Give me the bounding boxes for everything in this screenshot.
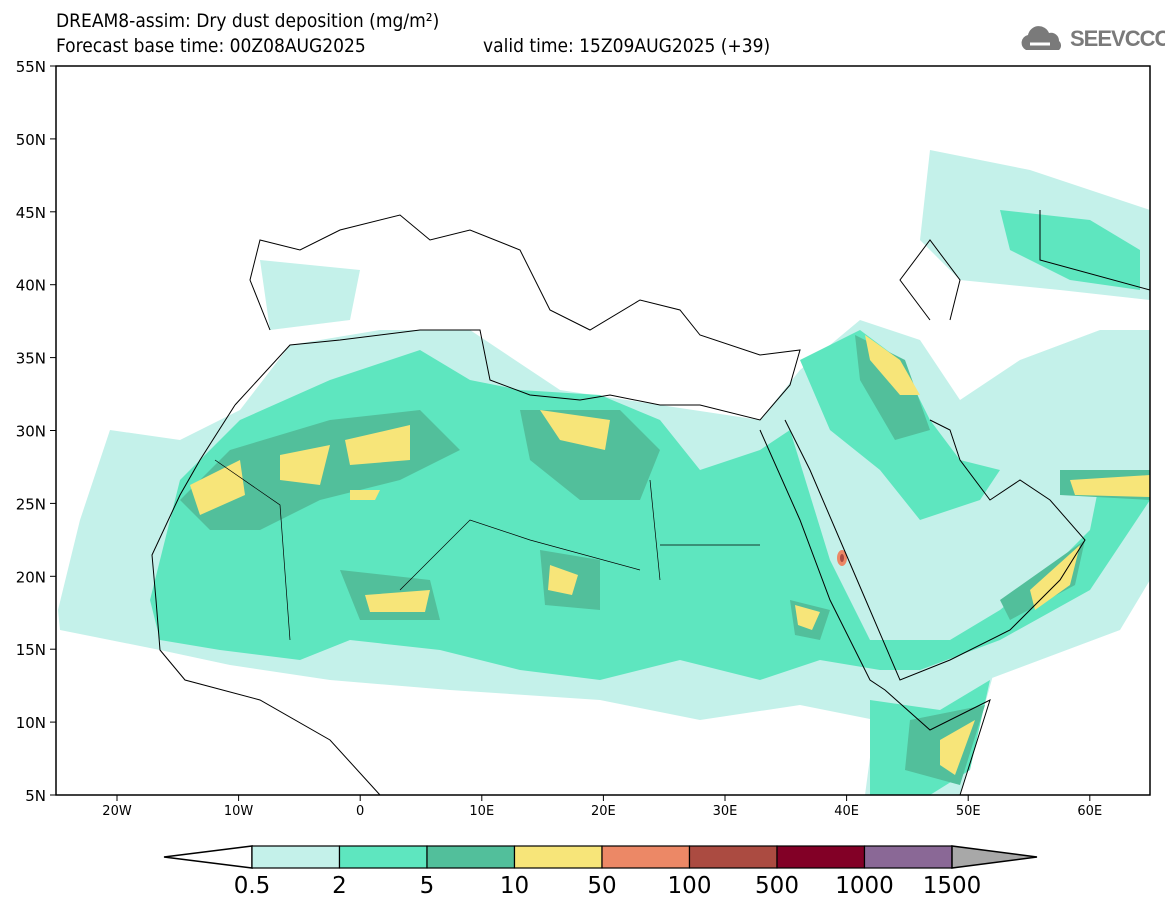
legend-swatch (776, 845, 866, 869)
lon-label: 20W (102, 804, 132, 819)
coastlines-borders (151, 210, 1151, 796)
legend-swatch (426, 845, 516, 869)
lat-label: 45N (16, 204, 46, 222)
lat-label: 35N (16, 350, 46, 368)
lat-label: 20N (16, 568, 46, 586)
color-legend: 0.5 2 5 10 50 100 500 1000 1500 (163, 845, 1038, 899)
lat-label: 50N (16, 131, 46, 149)
legend-label: 10 (500, 873, 529, 899)
legend-swatch (863, 845, 953, 869)
lon-label: 60E (1077, 804, 1102, 819)
lat-label: 10N (16, 714, 46, 732)
legend-label: 0.5 (234, 873, 271, 899)
legend-label: 2 (332, 873, 347, 899)
legend-swatch (513, 845, 603, 869)
lon-label: 30E (713, 804, 738, 819)
cloud-icon (1021, 26, 1062, 50)
dust-field (58, 150, 1150, 795)
map-title: DREAM8-assim: Dry dust deposition (mg/m²… (56, 10, 440, 32)
lat-label: 40N (16, 277, 46, 295)
lat-label: 15N (16, 641, 46, 659)
contour-5-10 (180, 335, 1150, 785)
legend-label: 1500 (923, 873, 982, 899)
legend-over-arrow (951, 845, 1038, 869)
lon-label: 50E (956, 804, 981, 819)
legend-label: 100 (668, 873, 712, 899)
lon-label: 0 (356, 804, 364, 819)
legend-label: 500 (755, 873, 799, 899)
lat-label: 55N (16, 58, 46, 76)
legend-swatch (688, 845, 778, 869)
legend-label: 5 (420, 873, 435, 899)
lat-label: 5N (25, 787, 46, 805)
contour-100-500 (840, 554, 844, 562)
contour-2-5 (150, 210, 1150, 795)
lon-label: 20E (591, 804, 616, 819)
legend-swatch (601, 845, 691, 869)
valid-time: valid time: 15Z09AUG2025 (+39) (483, 35, 771, 57)
logo-text: SEEVCCC (1070, 26, 1165, 51)
lat-label: 25N (16, 495, 46, 513)
lon-label: 10W (224, 804, 254, 819)
seevccc-logo: SEEVCCC (1018, 26, 1165, 52)
longitude-axis: 20W 10W 0 10E 20E 30E 40E 50E 60E (102, 795, 1102, 819)
lat-label: 30N (16, 423, 46, 441)
legend-swatch (338, 845, 428, 869)
lon-label: 10E (469, 804, 494, 819)
legend-under-arrow (163, 845, 253, 869)
latitude-axis: 55N 50N 45N 40N 35N 30N 25N 20N 15N 10N 5N (16, 58, 56, 805)
legend-label: 1000 (835, 873, 894, 899)
legend-label: 50 (587, 873, 616, 899)
forecast-base-time: Forecast base time: 00Z08AUG2025 (56, 35, 366, 57)
lon-label: 40E (834, 804, 859, 819)
legend-swatch (251, 845, 341, 869)
